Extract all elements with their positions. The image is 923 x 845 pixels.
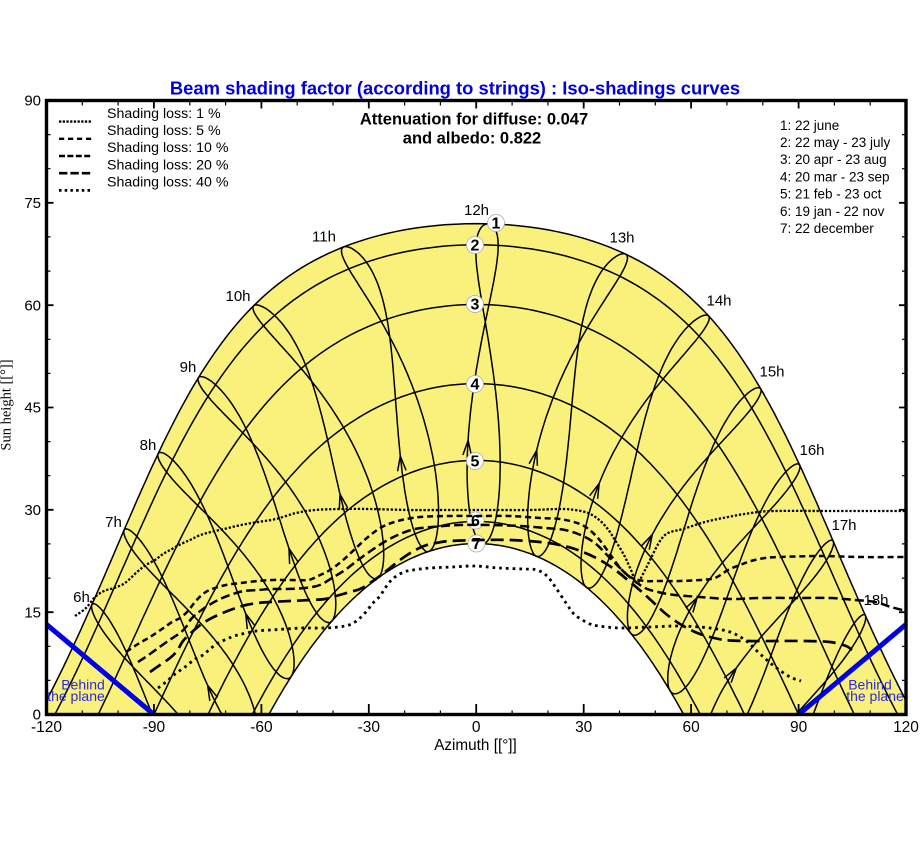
svg-text:14h: 14h	[706, 293, 731, 310]
svg-text:Behind: Behind	[61, 677, 105, 693]
svg-text:the plane: the plane	[846, 688, 904, 704]
svg-text:17h: 17h	[831, 517, 856, 534]
svg-text:120: 120	[893, 719, 919, 736]
svg-text:-90: -90	[143, 719, 166, 736]
svg-text:7: 22 december: 7: 22 december	[780, 221, 874, 236]
svg-text:Shading loss: 5 %: Shading loss: 5 %	[107, 123, 221, 139]
svg-text:9h: 9h	[180, 359, 197, 376]
svg-text:6: 19 jan - 22 nov: 6: 19 jan - 22 nov	[780, 204, 885, 219]
svg-text:5: 21 feb - 23 oct: 5: 21 feb - 23 oct	[780, 187, 882, 202]
svg-text:Behind: Behind	[848, 677, 892, 693]
svg-text:and albedo: 0.822: and albedo: 0.822	[403, 129, 541, 147]
svg-text:2: 2	[471, 238, 480, 255]
svg-text:Shading loss: 10 %: Shading loss: 10 %	[107, 140, 229, 156]
svg-text:5: 5	[471, 454, 480, 471]
svg-text:11h: 11h	[312, 229, 336, 246]
svg-text:Shading loss: 40 %: Shading loss: 40 %	[107, 175, 229, 191]
svg-text:30: 30	[575, 719, 593, 736]
svg-text:Attenuation for diffuse: 0.047: Attenuation for diffuse: 0.047	[360, 110, 588, 128]
svg-text:4: 20 mar - 23 sep: 4: 20 mar - 23 sep	[780, 169, 890, 184]
svg-text:-120: -120	[31, 719, 62, 736]
svg-text:45: 45	[24, 400, 41, 417]
svg-text:60: 60	[24, 297, 41, 314]
svg-text:60: 60	[682, 719, 700, 736]
svg-text:18h: 18h	[863, 592, 888, 609]
svg-text:1: 1	[492, 216, 501, 233]
svg-text:7: 7	[472, 536, 481, 553]
svg-text:90: 90	[24, 93, 41, 110]
svg-text:-30: -30	[358, 719, 381, 736]
svg-text:15h: 15h	[759, 364, 784, 381]
svg-text:12h: 12h	[464, 202, 489, 219]
svg-text:15: 15	[24, 604, 41, 621]
svg-text:6: 6	[471, 513, 480, 530]
svg-text:10h: 10h	[225, 288, 250, 305]
svg-text:8h: 8h	[140, 437, 157, 454]
svg-text:2: 22 may - 23 july: 2: 22 may - 23 july	[780, 135, 891, 150]
svg-text:1: 22 june: 1: 22 june	[780, 118, 839, 133]
svg-text:7h: 7h	[105, 514, 122, 531]
svg-text:13h: 13h	[609, 230, 634, 247]
svg-text:Beam shading factor (according: Beam shading factor (according to string…	[170, 78, 740, 99]
svg-text:0: 0	[33, 707, 41, 724]
svg-text:-60: -60	[250, 719, 273, 736]
svg-text:the plane: the plane	[47, 688, 105, 704]
svg-text:90: 90	[790, 719, 808, 736]
svg-text:0: 0	[472, 719, 481, 736]
svg-text:Shading loss: 20 %: Shading loss: 20 %	[107, 157, 229, 173]
svg-text:30: 30	[24, 502, 41, 519]
svg-text:Shading loss: 1 %: Shading loss: 1 %	[107, 106, 221, 122]
svg-text:Azimuth [[°]]: Azimuth [[°]]	[434, 737, 517, 754]
svg-text:75: 75	[24, 195, 41, 212]
svg-text:3: 20 apr - 23 aug: 3: 20 apr - 23 aug	[780, 152, 887, 167]
svg-text:6h: 6h	[73, 589, 90, 606]
svg-text:16h: 16h	[799, 442, 824, 459]
svg-text:4: 4	[471, 377, 480, 394]
svg-text:Sun height [[°]]: Sun height [[°]]	[0, 359, 15, 450]
svg-text:3: 3	[471, 297, 480, 314]
